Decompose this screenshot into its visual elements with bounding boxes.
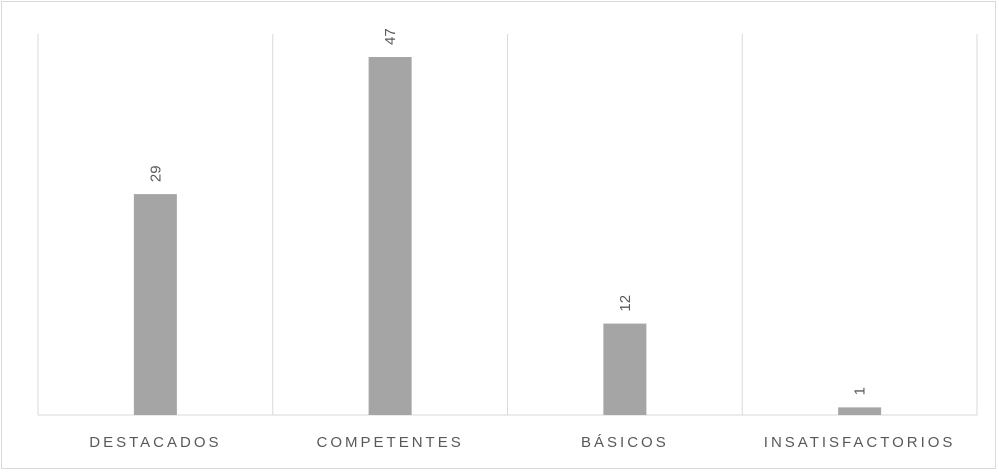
data-labels: 29 47 12 1 (147, 28, 868, 395)
chart-bars (133, 57, 882, 415)
data-label: 12 (617, 295, 634, 312)
data-label: 47 (382, 28, 399, 45)
bar (133, 194, 177, 415)
category-label: BÁSICOS (581, 434, 669, 451)
bar (368, 57, 412, 415)
category-label: INSATISFACTORIOS (764, 434, 956, 451)
data-label: 1 (852, 387, 869, 395)
bar (603, 323, 647, 415)
category-label: DESTACADOS (89, 434, 221, 451)
chart-gridlines (37, 34, 978, 416)
category-label: COMPETENTES (317, 434, 464, 451)
data-label: 29 (147, 165, 164, 182)
bar (838, 407, 882, 415)
category-labels: DESTACADOS COMPETENTES BÁSICOS INSATISFACTO… (89, 434, 956, 451)
